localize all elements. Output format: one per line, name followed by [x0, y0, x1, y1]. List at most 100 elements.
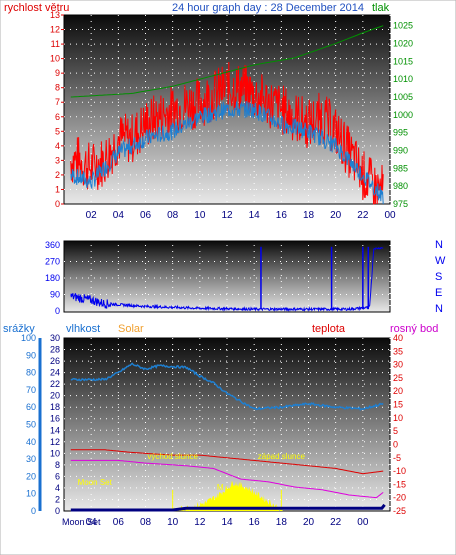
temperature-y-tick: -15: [393, 479, 406, 489]
x-tick-label: 04: [86, 517, 98, 528]
x-tick-label: 14: [249, 210, 261, 221]
rain-y-tick: 70: [26, 385, 36, 395]
humidity-y-tick: 12: [50, 437, 60, 447]
graph-title: 24 hour graph day : 28 December 2014: [172, 2, 364, 14]
rain-y-tick: 80: [26, 368, 36, 378]
wind-y-tick: 9: [55, 68, 60, 78]
wind-plot-area: [63, 14, 391, 205]
x-tick-label: 04: [113, 210, 125, 221]
rain-series: [70, 503, 386, 512]
x-tick-label: 16: [249, 517, 261, 528]
temperature-y-tick: 20: [393, 386, 403, 396]
humidity-y-tick: 18: [50, 402, 60, 412]
temperature-label: teplota: [312, 323, 346, 335]
chart-annotation: M: [217, 483, 224, 492]
humidity-y-tick: 24: [50, 368, 60, 378]
humidity-y-tick: 16: [50, 414, 60, 424]
humidity-y-tick: 6: [55, 471, 60, 481]
dew-point-label: rosný bod: [390, 323, 438, 335]
x-tick-label: 08: [140, 517, 152, 528]
temperature-y-tick: -5: [393, 453, 401, 463]
rain-y-tick: 50: [26, 420, 36, 430]
wind-y-tick: 4: [55, 141, 60, 151]
wind-speed-series: [70, 61, 384, 205]
humidity-y-tick: 22: [50, 379, 60, 389]
compass-label: N: [435, 303, 443, 315]
wind-y-tick: 6: [55, 112, 60, 122]
wind-y-tick: 2: [55, 170, 60, 180]
temperature-y-tick: 25: [393, 373, 403, 383]
humidity-y-tick: 4: [55, 483, 60, 493]
x-tick-label: 22: [357, 210, 369, 221]
humidity-y-tick: 2: [55, 494, 60, 504]
compass-label: W: [435, 255, 446, 267]
humidity-label: vlhkost: [66, 323, 100, 335]
pressure-y-tick: 990: [393, 146, 408, 156]
direction-y-tick: 0: [55, 306, 60, 316]
compass-label: N: [435, 239, 443, 251]
x-tick-label: 20: [330, 210, 342, 221]
temperature-y-tick: -25: [393, 506, 406, 516]
direction-y-tick: 90: [50, 290, 60, 300]
wind-y-tick: 3: [55, 155, 60, 165]
wind-direction-series: [70, 247, 384, 313]
x-tick-label: 22: [330, 517, 342, 528]
pressure-y-tick: 1020: [393, 39, 413, 49]
x-tick-label: 08: [167, 210, 179, 221]
x-tick-label: 16: [276, 210, 288, 221]
humidity-y-tick: 20: [50, 391, 60, 401]
wind-y-tick: 7: [55, 97, 60, 107]
dew-point-series: [70, 459, 384, 499]
pressure-y-tick: 1000: [393, 110, 413, 120]
chart-annotation: Moon Set: [78, 478, 113, 487]
pressure-y-tick: 985: [393, 163, 408, 173]
x-tick-label: 18: [303, 210, 315, 221]
pressure-y-tick: 1025: [393, 21, 413, 31]
temperature-y-tick: 40: [393, 333, 403, 343]
wind-y-tick: 5: [55, 126, 60, 136]
x-tick-label: 20: [303, 517, 315, 528]
x-tick-label: 12: [221, 210, 233, 221]
wind-average-series: [70, 101, 384, 205]
pressure-y-tick: 1010: [393, 74, 413, 84]
temperature-y-tick: 15: [393, 400, 403, 410]
wind-y-tick: 0: [55, 199, 60, 209]
temperature-y-tick: 0: [393, 439, 398, 449]
compass-label: E: [435, 287, 442, 299]
temperature-y-tick: 10: [393, 413, 403, 423]
x-tick-label: 18: [276, 517, 288, 528]
wind-y-tick: 8: [55, 83, 60, 93]
x-tick-label: 14: [221, 517, 233, 528]
x-tick-label: 10: [194, 210, 206, 221]
humidity-y-tick: 0: [55, 506, 60, 516]
humidity-y-tick: 28: [50, 345, 60, 355]
rain-y-tick: 0: [31, 506, 36, 516]
pressure-y-tick: 980: [393, 181, 408, 191]
chart-annotation: západ slunce: [258, 452, 306, 461]
x-tick-label: 06: [113, 517, 125, 528]
compass-label: S: [435, 271, 442, 283]
direction-plot-area: [63, 240, 391, 313]
humidity-y-tick: 10: [50, 448, 60, 458]
wind-y-tick: 10: [50, 54, 60, 64]
temperature-y-tick: 30: [393, 360, 403, 370]
x-tick-label: 12: [194, 517, 206, 528]
rain-y-tick: 40: [26, 437, 36, 447]
wind-speed-label: rychlost větru: [4, 2, 69, 14]
x-tick-label: Moon Set: [62, 517, 101, 527]
pressure-label: tlak: [372, 2, 390, 14]
x-tick-label: 10: [167, 517, 179, 528]
direction-y-tick: 360: [45, 240, 60, 250]
x-tick-label: 00: [357, 517, 369, 528]
chart-annotation: východ slunce: [147, 452, 198, 461]
wind-y-tick: 11: [51, 39, 60, 49]
humidity-y-tick: 8: [55, 460, 60, 470]
pressure-series: [70, 25, 384, 98]
rain-y-tick: 60: [26, 402, 36, 412]
direction-y-tick: 180: [45, 273, 60, 283]
rain-y-tick: 100: [21, 333, 36, 343]
x-tick-label: 02: [86, 210, 98, 221]
x-tick-label: 06: [140, 210, 152, 221]
pressure-y-tick: 1005: [393, 92, 413, 102]
solar-label: Solar: [118, 323, 144, 335]
